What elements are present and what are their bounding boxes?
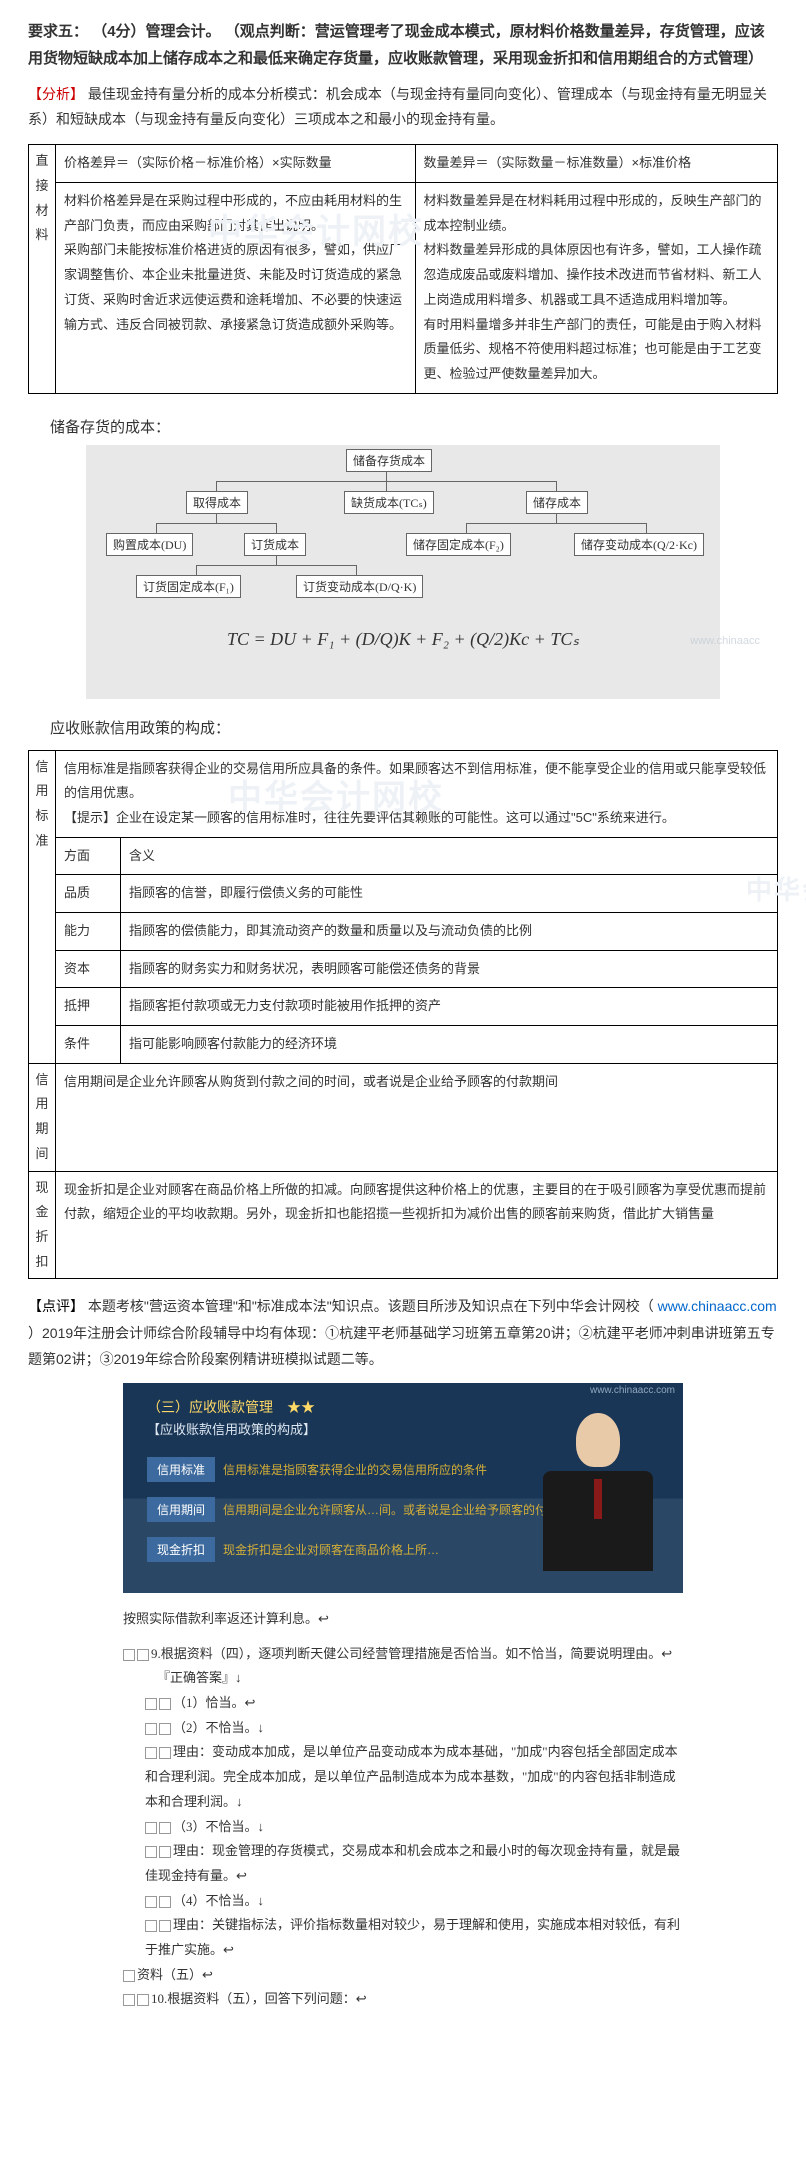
- node-purchase: 购置成本(DU): [106, 533, 193, 556]
- cash-discount-header: 现金折扣: [29, 1171, 56, 1279]
- five-c-aspect: 资本: [56, 950, 121, 988]
- comment-block: 【点评】 本题考核"营运资本管理"和"标准成本法"知识点。该题目所涉及知识点在下…: [28, 1293, 778, 1373]
- a3: （3）不恰当。↓: [173, 1819, 264, 1834]
- qty-variance-formula: 数量差异＝（实际数量－标准数量）×标准价格: [415, 145, 777, 183]
- five-c-desc: 指顾客的偿债能力，即其流动资产的数量和质量以及与流动负债的比例: [121, 913, 778, 951]
- answer-line: 按照实际借款利率返还计算利息。↩: [123, 1607, 683, 1632]
- analysis-label: 【分析】: [28, 86, 84, 102]
- video-title: （三）应收账款管理 ★★: [147, 1397, 315, 1417]
- answer-label: 『正确答案』↓: [123, 1666, 683, 1691]
- node-acquire: 取得成本: [186, 491, 248, 514]
- q9-text: 9.根据资料（四），逐项判断天健公司经营管理措施是否恰当。如不恰当，简要说明理由…: [151, 1646, 672, 1661]
- node-storage-var: 储存变动成本(Q/2·Kc): [574, 533, 704, 556]
- credit-std-header: 信用标准: [29, 750, 56, 1063]
- price-variance-explain: 材料价格差异是在采购过程中形成的，不应由耗用材料的生产部门负责，而应由采购部门对…: [56, 183, 416, 394]
- five-c-aspect: 条件: [56, 1026, 121, 1064]
- node-shortage: 缺货成本(TCₛ): [344, 491, 434, 514]
- answer-block: 按照实际借款利率返还计算利息。↩ 9.根据资料（四），逐项判断天健公司经营管理措…: [123, 1607, 683, 2012]
- comment-text-1: 本题考核"营运资本管理"和"标准成本法"知识点。该题目所涉及知识点在下列中华会计…: [88, 1298, 654, 1314]
- req-label: 要求五：: [28, 23, 88, 40]
- col-meaning: 含义: [121, 837, 778, 875]
- variance-table: 直接材料 价格差异＝（实际价格－标准价格）×实际数量 数量差异＝（实际数量－标准…: [28, 144, 778, 393]
- lecturer-figure: [533, 1413, 663, 1573]
- a1: （1）恰当。↩: [173, 1695, 255, 1710]
- q10: 10.根据资料（五），回答下列问题：↩: [151, 1991, 367, 2006]
- video-tag-3: 现金折扣: [147, 1537, 215, 1562]
- qty-variance-explain: 材料数量差异是在材料耗用过程中形成的，反映生产部门的成本控制业绩。 材料数量差异…: [415, 183, 777, 394]
- requirement-heading: 要求五： （4分）管理会计。 （观点判断：营运管理考了现金成本模式，原材料价格数…: [28, 18, 778, 72]
- node-storage-fixed: 储存固定成本(F₂): [406, 533, 511, 556]
- five-c-aspect: 抵押: [56, 988, 121, 1026]
- video-txt-1: 信用标准是指顾客获得企业的交易信用所应的条件: [223, 1461, 487, 1478]
- node-storage: 储存成本: [526, 491, 588, 514]
- r3: 理由：现金管理的存货模式，交易成本和机会成本之和最小时的每次现金持有量，就是最佳…: [145, 1843, 680, 1883]
- five-c-desc: 指可能影响顾客付款能力的经济环境: [121, 1026, 778, 1064]
- comment-label: 【点评】: [28, 1298, 84, 1314]
- five-c-desc: 指顾客的财务实力和财务状况，表明顾客可能偿还债务的背景: [121, 950, 778, 988]
- analysis-block: 【分析】 最佳现金持有量分析的成本分析模式：机会成本（与现金持有量同向变化）、管…: [28, 82, 778, 132]
- price-variance-formula: 价格差异＝（实际价格－标准价格）×实际数量: [56, 145, 416, 183]
- credit-intro: 信用标准是指顾客获得企业的交易信用所应具备的条件。如果顾客达不到信用标准，便不能…: [56, 750, 778, 837]
- video-subtitle: 【应收账款信用政策的构成】: [147, 1419, 316, 1438]
- row-header-material: 直接材料: [29, 145, 56, 393]
- credit-policy-heading: 应收账款信用政策的构成：: [50, 717, 778, 738]
- node-top: 储备存货成本: [346, 449, 432, 472]
- r4: 理由：关键指标法，评价指标数量相对较少，易于理解和使用，实施成本相对较低，有利于…: [145, 1917, 680, 1957]
- node-order-fixed: 订货固定成本(F₁): [136, 575, 241, 598]
- video-txt-2: 信用期间是企业允许顾客从…间。或者说是企业给予顾客的付款期间: [223, 1501, 583, 1518]
- storage-cost-heading: 储备存货的成本：: [50, 416, 778, 437]
- a4: （4）不恰当。↓: [173, 1893, 264, 1908]
- node-order: 订货成本: [244, 533, 306, 556]
- tc-formula: TC = DU + F₁ + (D/Q)K + F₂ + (Q/2)Kc + T…: [86, 615, 720, 656]
- cash-discount-text: 现金折扣是企业对顾客在商品价格上所做的扣减。向顾客提供这种价格上的优惠，主要目的…: [56, 1171, 778, 1279]
- video-tag-2: 信用期间: [147, 1497, 215, 1522]
- watermark-url: www.chinaacc: [690, 635, 760, 647]
- col-aspect: 方面: [56, 837, 121, 875]
- r2: 理由：变动成本加成，是以单位产品变动成本为成本基础，"加成"内容包括全部固定成本…: [145, 1744, 678, 1808]
- five-c-desc: 指顾客拒付款项或无力支付款项时能被用作抵押的资产: [121, 988, 778, 1026]
- analysis-text: 最佳现金持有量分析的成本分析模式：机会成本（与现金持有量同向变化）、管理成本（与…: [28, 86, 767, 127]
- req-score: （4分）管理会计。: [92, 23, 220, 40]
- video-txt-3: 现金折扣是企业对顾客在商品价格上所…: [223, 1541, 439, 1558]
- five-c-desc: 指顾客的信誉，即履行偿债义务的可能性: [121, 875, 778, 913]
- five-c-aspect: 能力: [56, 913, 121, 951]
- mat5: 资料（五）↩: [137, 1967, 213, 1982]
- video-tag-1: 信用标准: [147, 1457, 215, 1482]
- five-c-aspect: 品质: [56, 875, 121, 913]
- credit-policy-table: 信用标准 信用标准是指顾客获得企业的交易信用所应具备的条件。如果顾客达不到信用标…: [28, 750, 778, 1280]
- node-order-var: 订货变动成本(D/Q·K): [296, 575, 423, 598]
- storage-cost-diagram: 储备存货成本 取得成本 缺货成本(TCₛ) 储存成本 购置成本(DU) 订货成本…: [86, 445, 720, 699]
- credit-period-text: 信用期间是企业允许顾客从购货到付款之间的时间，或者说是企业给予顾客的付款期间: [56, 1063, 778, 1171]
- credit-period-header: 信用期间: [29, 1063, 56, 1171]
- comment-text-2: ）2019年注册会计师综合阶段辅导中均有体现：①杭建平老师基础学习班第五章第20…: [28, 1325, 775, 1368]
- video-url: www.chinaacc.com: [590, 1385, 675, 1396]
- comment-link[interactable]: www.chinaacc.com: [658, 1298, 777, 1314]
- video-lecture-thumbnail[interactable]: www.chinaacc.com （三）应收账款管理 ★★ 【应收账款信用政策的…: [123, 1383, 683, 1593]
- a2: （2）不恰当。↓: [173, 1720, 264, 1735]
